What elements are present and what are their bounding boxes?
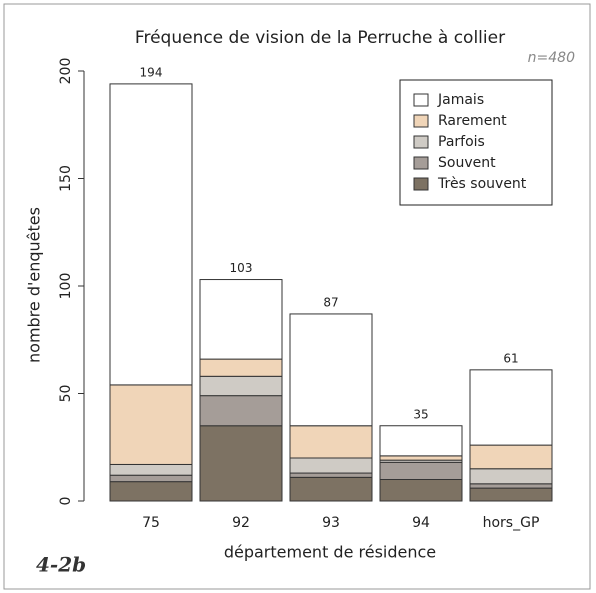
bar-segment <box>289 457 373 474</box>
bar-segment <box>289 472 373 478</box>
legend-label: Rarement <box>438 113 507 129</box>
bar-segment <box>289 425 373 459</box>
bar-segment <box>469 468 553 485</box>
frame <box>3 3 591 590</box>
total-label: 194 <box>140 65 163 79</box>
total-label: 87 <box>323 295 338 309</box>
y-tick-label: 0 <box>58 497 74 506</box>
y-tick-label: 150 <box>58 165 74 192</box>
legend-label: Souvent <box>438 155 496 171</box>
bar-segment <box>109 83 193 386</box>
bar-segment <box>379 479 463 502</box>
total-label: 61 <box>503 351 518 365</box>
bar-segment <box>199 279 283 360</box>
bar-segment <box>199 395 283 427</box>
bar-segment <box>199 358 283 377</box>
x-tick-label: 92 <box>232 515 250 531</box>
legend-swatch <box>413 114 429 128</box>
bar-segment <box>109 463 193 476</box>
total-label: 35 <box>413 407 428 421</box>
x-tick-label: 75 <box>142 515 160 531</box>
total-label: 103 <box>230 261 253 275</box>
bar-segment <box>289 476 373 502</box>
y-tick-label: 50 <box>58 385 74 403</box>
chart-title: Fréquence de vision de la Perruche à col… <box>135 28 505 48</box>
legend-label: Jamais <box>437 92 484 108</box>
legend-swatch <box>413 156 429 170</box>
bar-segment <box>379 461 463 480</box>
bar-segment <box>109 481 193 502</box>
bar-segment <box>199 425 283 502</box>
bar-segment <box>379 455 463 461</box>
bar-segment <box>469 487 553 502</box>
bar-segment <box>469 444 553 470</box>
bar-segment <box>289 313 373 427</box>
bar-segment <box>109 474 193 483</box>
bar-segment <box>379 425 463 457</box>
legend-label: Très souvent <box>437 176 527 192</box>
y-tick-label: 200 <box>58 58 74 85</box>
legend-swatch <box>413 135 429 149</box>
x-tick-label: hors_GP <box>483 515 540 531</box>
x-tick-label: 94 <box>412 515 430 531</box>
legend-label: Parfois <box>438 134 485 150</box>
bar-segment <box>109 384 193 465</box>
legend-swatch <box>413 177 429 191</box>
bar-segment <box>199 375 283 397</box>
y-tick-label: 100 <box>58 273 74 300</box>
y-axis-label: nombre d'enquêtes <box>25 207 44 363</box>
annotation: n=480 <box>528 50 575 66</box>
x-axis-label: département de résidence <box>224 543 436 562</box>
bar-segment <box>469 483 553 489</box>
x-tick-label: 93 <box>322 515 340 531</box>
figure-label: 4-2b <box>36 553 86 577</box>
legend-swatch <box>413 93 429 107</box>
bar-segment <box>469 369 553 446</box>
